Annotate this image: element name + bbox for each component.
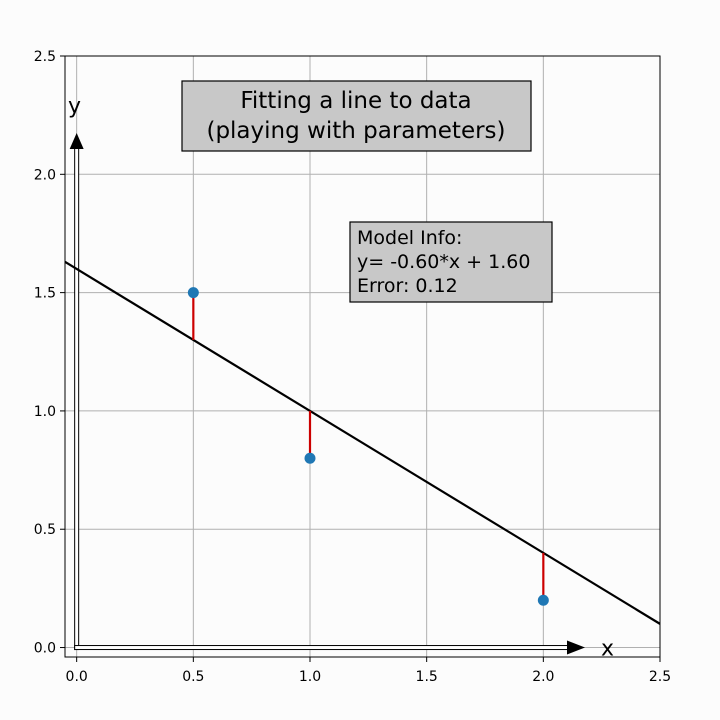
x-axis-label: x xyxy=(601,637,614,662)
x-tick-label: 1.5 xyxy=(416,669,438,685)
x-tick-label: 0.5 xyxy=(182,669,204,685)
axis-arrows xyxy=(69,133,585,655)
fit-line xyxy=(64,260,661,625)
x-tick-label: 2.5 xyxy=(649,669,671,685)
x-tick-label: 1.0 xyxy=(299,669,321,685)
y-tick-label: 0.0 xyxy=(34,641,56,657)
title-box xyxy=(181,80,532,152)
data-point xyxy=(537,594,549,606)
y-tick-label: 1.0 xyxy=(34,404,56,420)
plot-area xyxy=(65,56,660,657)
y-tick-label: 2.5 xyxy=(34,49,56,65)
model-equation: y= -0.60*x + 1.60 xyxy=(357,251,530,273)
model-error: Error: 0.12 xyxy=(357,275,458,297)
fit-layer xyxy=(64,260,661,625)
chart-title: Fitting a line to data (playing with par… xyxy=(181,80,532,152)
y-tick-label: 2.0 xyxy=(34,167,56,183)
y-axis-label: y xyxy=(68,94,81,119)
info-box xyxy=(349,221,553,303)
y-tick-label: 0.5 xyxy=(34,522,56,538)
y-axis-shaft xyxy=(74,146,80,651)
x-tick-label: 2.0 xyxy=(532,669,554,685)
model-info-box: Model Info: y= -0.60*x + 1.60 Error: 0.1… xyxy=(349,221,553,303)
plot-frame xyxy=(64,55,661,658)
ticks: 0.0 0.5 1.0 1.5 2.0 2.5 0.0 0.5 1.0 1.5 2.0 2.5 xyxy=(34,49,671,685)
x-axis-shaft xyxy=(74,645,570,651)
data-point xyxy=(304,452,316,464)
model-info-label: Model Info: xyxy=(357,227,462,249)
title-line-1: Fitting a line to data xyxy=(240,88,471,114)
data-point xyxy=(187,287,199,299)
y-axis-arrowhead xyxy=(69,133,84,149)
x-tick-label: 0.0 xyxy=(66,669,88,685)
x-axis-arrowhead xyxy=(567,640,585,655)
y-tick-label: 1.5 xyxy=(34,286,56,302)
title-line-2: (playing with parameters) xyxy=(206,118,505,144)
